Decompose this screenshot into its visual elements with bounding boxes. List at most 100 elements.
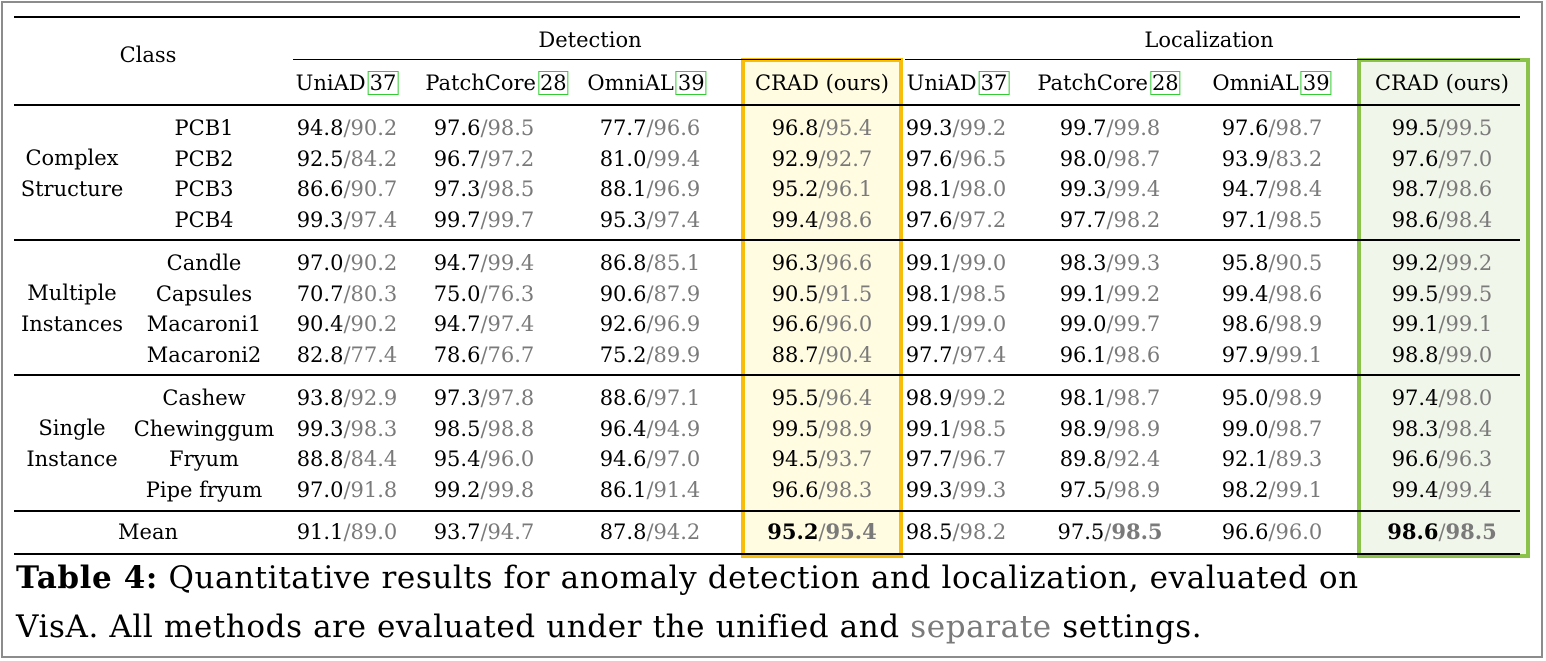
separate-value: 87.9 [653,281,701,306]
separate-value: 98.4 [1275,177,1323,201]
value-slash: / [818,342,826,367]
unified-value: 99.3 [296,416,344,441]
mean-separate-value: 98.5 [1111,519,1163,544]
value-slash: / [1438,447,1446,471]
separate-value: 96.3 [1445,447,1493,471]
method-name: UniAD [295,71,366,95]
unified-value: 86.8 [599,251,647,275]
value-slash: / [1106,342,1114,367]
value-slash: / [1268,416,1276,441]
metric-cell: 98.0/98.7 [1060,147,1161,171]
unified-value: 94.7 [433,251,481,275]
unified-value: 95.3 [599,207,647,232]
value-slash: / [1106,116,1114,140]
separate-value: 96.4 [825,386,873,410]
value-slash: / [952,207,960,232]
value-slash: / [1268,477,1276,502]
unified-value: 99.7 [1059,116,1107,140]
separate-value: 98.5 [1275,207,1323,232]
separate-value: 98.6 [825,207,873,232]
metric-cell: 77.7/96.6 [600,116,701,140]
unified-value: 70.7 [296,281,344,306]
unified-value: 97.1 [1221,207,1269,232]
class-header-label: Class [119,43,177,67]
value-slash: / [646,477,654,502]
mean-unified-value: 98.5 [905,520,953,544]
value-slash: / [1106,146,1114,171]
separate-value: 98.9 [1275,312,1323,336]
metric-cell: 98.6/98.9 [1222,312,1323,336]
unified-value: 93.8 [296,386,344,410]
unified-value: 99.3 [1059,177,1107,201]
value-slash: / [818,116,826,140]
caption-line-2: VisA. All methods are evaluated under th… [16,609,1202,645]
value-slash: / [1438,386,1446,410]
group-label-line1: Single [38,416,105,440]
value-slash: / [952,477,960,502]
metric-cell: 97.5/98.9 [1060,478,1161,502]
mean-separate-value: 98.2 [959,520,1007,544]
method-name: OmniAL [1212,71,1299,95]
value-slash: / [1268,342,1276,367]
unified-value: 99.0 [1221,416,1269,441]
value-slash: / [343,281,351,306]
separate-value: 76.7 [487,342,535,367]
separate-value: 98.8 [487,416,535,441]
unified-value: 97.9 [1221,342,1269,367]
citation-ref: 39 [675,71,707,95]
caption-text-2b: settings. [1062,609,1203,645]
metric-cell: 99.2/99.8 [434,478,535,502]
separate-value: 99.4 [653,146,701,171]
value-slash: / [818,312,826,336]
method-name: CRAD (ours) [755,71,889,95]
unified-value: 95.8 [1221,251,1269,275]
separate-value: 91.8 [350,477,398,502]
value-slash: / [818,477,826,502]
unified-value: 98.1 [905,177,953,201]
separate-value: 95.4 [825,116,873,140]
value-slash: / [343,447,351,471]
separate-value: 99.5 [1445,281,1493,306]
unified-value: 98.2 [1221,477,1269,502]
unified-value: 78.6 [433,342,481,367]
value-slash: / [480,386,488,410]
unified-value: 90.5 [771,281,819,306]
metric-cell: 97.6/96.5 [906,147,1007,171]
class-name: PCB4 [174,207,234,232]
unified-value: 99.2 [1391,251,1439,275]
metric-cell: 89.8/92.4 [1060,447,1161,471]
class-name: Fryum [169,447,239,471]
class-name-cell: Capsules [156,282,252,306]
unified-value: 96.6 [771,477,819,502]
metric-cell: 97.9/99.1 [1222,343,1323,367]
separate-value: 89.3 [1275,447,1323,471]
value-slash: / [1106,281,1114,306]
localization-cmidrule [905,59,1520,60]
separate-value: 98.0 [1445,386,1493,410]
separate-value: 96.6 [825,251,873,275]
unified-value: 95.4 [433,447,481,471]
value-slash: / [646,177,654,201]
unified-value: 82.8 [296,342,344,367]
metric-cell: 98.5/98.8 [434,417,535,441]
class-name: Macaroni2 [146,342,262,367]
unified-value: 96.4 [599,416,647,441]
mean-rule [14,510,1520,512]
separate-value: 98.6 [1275,281,1323,306]
value-slash: / [818,146,826,171]
class-name-cell: PCB1 [175,116,234,140]
unified-value: 99.5 [771,416,819,441]
unified-value: 96.3 [771,251,819,275]
value-slash: / [343,207,351,232]
separate-value: 91.5 [825,281,873,306]
value-slash: / [818,251,826,275]
separate-value: 85.1 [653,251,701,275]
metric-cell: 95.2/96.1 [772,177,873,201]
unified-value: 77.7 [599,116,647,140]
group-label: Structure [20,177,124,201]
value-slash: / [952,177,960,201]
unified-value: 99.3 [296,207,344,232]
value-slash: / [646,416,654,441]
separate-value: 92.4 [1113,447,1161,471]
unified-value: 92.1 [1221,447,1269,471]
